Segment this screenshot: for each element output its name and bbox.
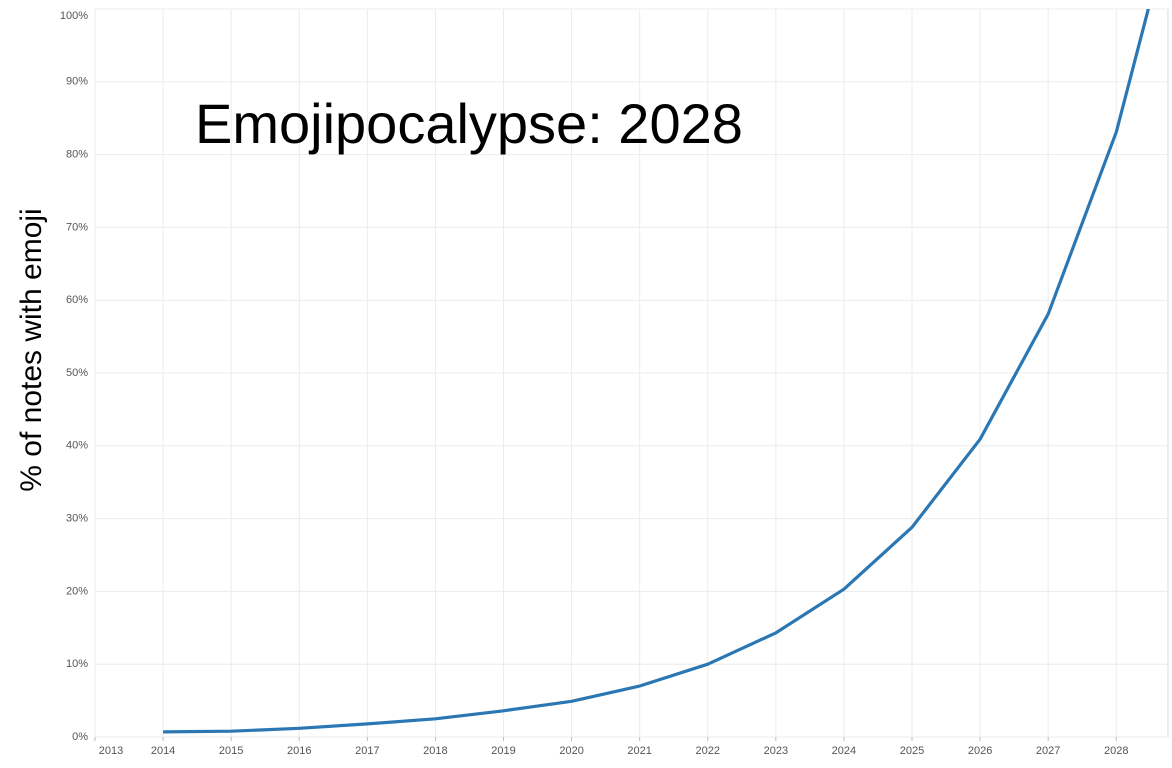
x-tick-label: 2020 <box>559 745 583 757</box>
y-tick-label: 0% <box>72 731 88 743</box>
y-tick-label: 20% <box>66 585 88 597</box>
x-tick-label: 2021 <box>627 745 651 757</box>
data-line <box>163 9 1150 734</box>
x-tick-label: 2024 <box>832 745 856 757</box>
x-tick-label: 2015 <box>219 745 243 757</box>
y-tick-label: 60% <box>66 294 88 306</box>
chart-title: Emojipocalypse: 2028 <box>195 92 743 155</box>
x-tick-label: 2022 <box>696 745 720 757</box>
x-tick-label: 2023 <box>764 745 788 757</box>
x-tick-label: 2018 <box>423 745 447 757</box>
y-tick-label: 30% <box>66 513 88 525</box>
y-tick-label: 90% <box>66 76 88 88</box>
y-tick-label: 100% <box>60 10 88 22</box>
y-tick-label: 80% <box>66 149 88 161</box>
x-tick-label: 2017 <box>355 745 379 757</box>
x-tick-label: 2028 <box>1104 745 1128 757</box>
x-tick-label: 2016 <box>287 745 311 757</box>
x-tick-label: 2027 <box>1036 745 1060 757</box>
y-axis-label: % of notes with emoji <box>15 208 48 491</box>
x-tick-label: 2025 <box>900 745 924 757</box>
y-tick-label: 50% <box>66 367 88 379</box>
x-tick-label: 2019 <box>491 745 515 757</box>
y-tick-label: 40% <box>66 440 88 452</box>
y-tick-label: 10% <box>66 658 88 670</box>
x-tick-label: 2026 <box>968 745 992 757</box>
x-tick-label: 2013 <box>99 745 123 757</box>
x-tick-label: 2014 <box>151 745 175 757</box>
y-tick-label: 70% <box>66 221 88 233</box>
